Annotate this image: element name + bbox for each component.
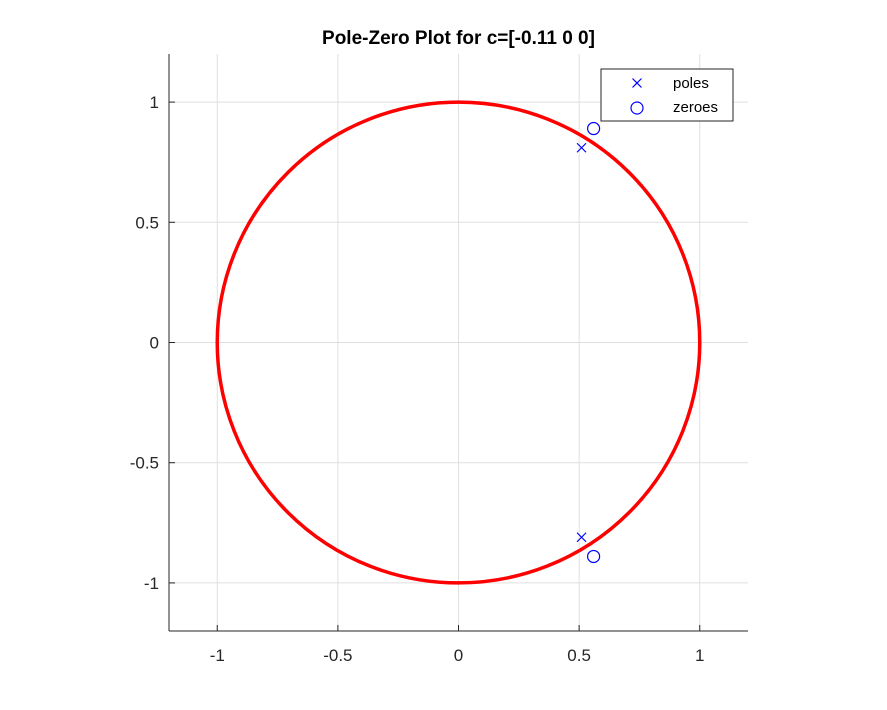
y-tick-label: 1 xyxy=(150,93,159,112)
data-marks xyxy=(576,121,601,564)
legend-label-zeroes: zeroes xyxy=(673,99,718,116)
poles-point-0 xyxy=(576,142,587,153)
axes xyxy=(168,54,748,632)
x-tick-label: 0.5 xyxy=(567,646,591,665)
tick-labels: -1 -0.5 0 0.5 1 -1 -0.5 0 0.5 1 xyxy=(130,93,705,665)
chart-title: Pole-Zero Plot for c=[-0.11 0 0] xyxy=(322,28,595,49)
legend-marker-poles xyxy=(632,78,642,88)
legend-box xyxy=(600,68,734,122)
zeroes-point-0 xyxy=(586,121,601,136)
marker-stroke xyxy=(576,142,587,153)
unit-circle xyxy=(215,100,702,585)
x-tick-label: -0.5 xyxy=(323,646,352,665)
unit-circle-layer xyxy=(215,100,702,585)
y-tick-label: -0.5 xyxy=(130,454,159,473)
zeroes-point-1 xyxy=(586,549,601,564)
y-tick-label: -1 xyxy=(144,574,159,593)
legend-marker-zeroes xyxy=(630,101,644,115)
marker-stroke xyxy=(576,532,587,543)
x-tick-label: 0 xyxy=(454,646,463,665)
poles-point-1 xyxy=(576,532,587,543)
y-tick-label: 0.5 xyxy=(135,213,159,232)
legend: poles zeroes xyxy=(600,68,734,122)
marker-stroke xyxy=(632,78,642,88)
legend-label-poles: poles xyxy=(673,75,709,92)
y-tick-label: 0 xyxy=(150,334,159,353)
grid-lines xyxy=(169,54,748,631)
x-tick-label: 1 xyxy=(695,646,704,665)
x-tick-label: -1 xyxy=(210,646,225,665)
